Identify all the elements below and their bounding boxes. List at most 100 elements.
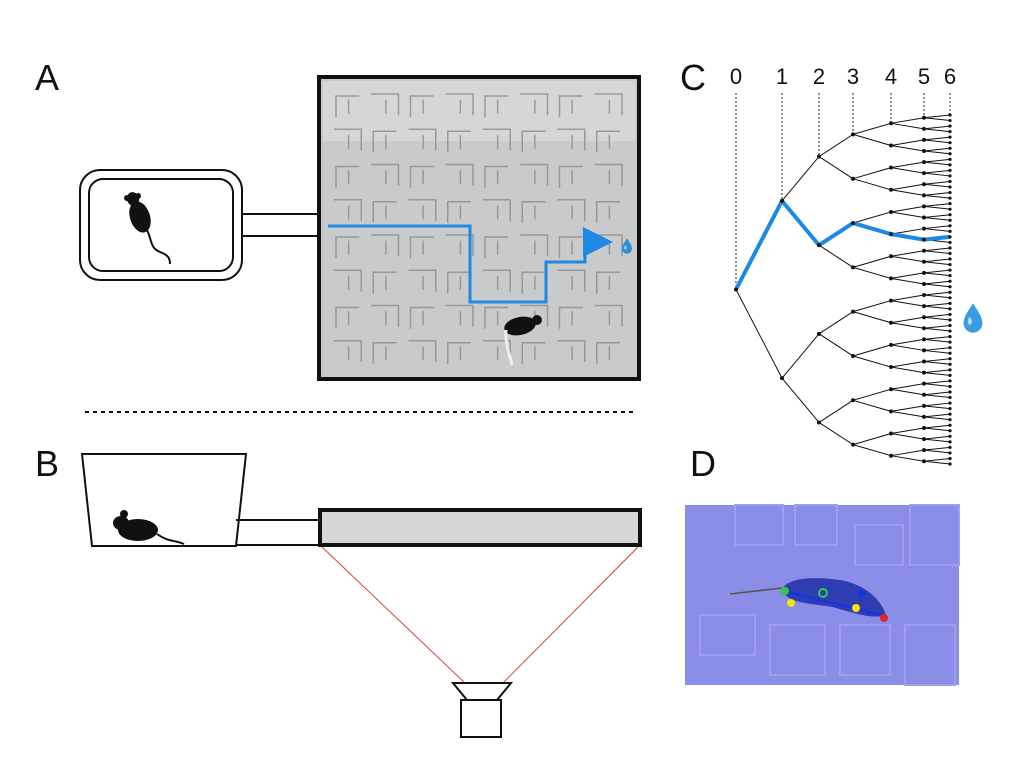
mouse-in-maze bbox=[504, 315, 542, 366]
tree-node bbox=[948, 240, 952, 245]
tree-edge bbox=[890, 388, 925, 396]
tree-edge bbox=[818, 244, 854, 268]
tree-edge bbox=[852, 311, 892, 324]
tree-node bbox=[922, 381, 926, 386]
tree-node bbox=[948, 190, 952, 195]
tree-node bbox=[948, 185, 952, 189]
tree-node bbox=[948, 401, 952, 405]
tree-node bbox=[948, 373, 952, 377]
tree-edge bbox=[852, 399, 892, 412]
tree-node bbox=[948, 179, 952, 184]
tree-node bbox=[922, 403, 926, 408]
tree-edge bbox=[923, 294, 951, 299]
tree-edge bbox=[923, 361, 951, 365]
tree-edge bbox=[923, 214, 951, 218]
tree-node bbox=[948, 296, 952, 300]
mouse-side-silhouette-icon bbox=[113, 510, 185, 545]
panel-a bbox=[79, 75, 641, 381]
tree-edge bbox=[923, 316, 951, 321]
tree-edge bbox=[923, 327, 951, 332]
tree-edge bbox=[923, 136, 951, 141]
tree-edge bbox=[818, 133, 854, 157]
camera-icon bbox=[450, 682, 514, 738]
tree-node bbox=[922, 182, 926, 187]
tree-node bbox=[948, 174, 952, 178]
tree-node bbox=[922, 237, 926, 242]
tree-level-label-4: 4 bbox=[885, 64, 897, 89]
tree-node bbox=[922, 326, 926, 331]
tree-node bbox=[922, 414, 926, 419]
tree-node bbox=[948, 451, 952, 455]
tree-node bbox=[922, 304, 926, 309]
tree-node bbox=[851, 398, 855, 403]
tree-edge bbox=[923, 380, 951, 385]
tree-node bbox=[948, 407, 952, 411]
tree-edge bbox=[890, 205, 925, 213]
tree-edge bbox=[890, 117, 925, 124]
tree-node bbox=[948, 113, 952, 117]
keypoint-yellow-2 bbox=[852, 604, 860, 612]
maze-tray bbox=[318, 508, 642, 547]
tree-edge bbox=[890, 277, 925, 285]
tree-node bbox=[948, 279, 952, 283]
tree-node bbox=[780, 376, 784, 381]
tree-node bbox=[948, 462, 952, 466]
tree-edge bbox=[923, 180, 951, 185]
tree-node bbox=[948, 257, 952, 261]
tree-highlight-path bbox=[734, 198, 951, 291]
tree-node bbox=[948, 307, 952, 311]
tree-edge bbox=[781, 377, 820, 423]
tree-edge bbox=[781, 156, 820, 202]
tree-node bbox=[851, 265, 855, 270]
tree-node bbox=[817, 243, 821, 248]
tree-node bbox=[948, 224, 952, 228]
tree-node bbox=[948, 312, 952, 317]
tree-edge bbox=[923, 225, 951, 230]
tree-node bbox=[922, 448, 926, 453]
tree-edge bbox=[923, 117, 951, 122]
tree-edge bbox=[923, 413, 951, 418]
tree-node bbox=[948, 456, 952, 461]
tree-node bbox=[948, 207, 952, 211]
tree-edge bbox=[923, 302, 951, 307]
panel-label-a: A bbox=[35, 57, 60, 98]
tree-node bbox=[948, 163, 952, 167]
tree-level-label-3: 3 bbox=[847, 64, 859, 89]
tree-node bbox=[948, 379, 952, 383]
panel-label-c: C bbox=[680, 57, 706, 98]
tree-node bbox=[948, 130, 952, 134]
tree-edge bbox=[852, 388, 892, 401]
tree-edge bbox=[923, 435, 951, 440]
tree-node bbox=[948, 262, 952, 267]
tree-edge bbox=[890, 161, 925, 169]
tree-node bbox=[889, 165, 893, 170]
tree-edge bbox=[852, 211, 892, 224]
tree-node bbox=[922, 204, 926, 209]
tree-node bbox=[889, 320, 893, 325]
tree-edge bbox=[923, 147, 951, 152]
tree-edge bbox=[923, 272, 951, 277]
water-drop-icon bbox=[963, 303, 983, 333]
tree-edge bbox=[818, 422, 854, 446]
tree-edge bbox=[781, 333, 820, 379]
tree-node bbox=[948, 285, 952, 289]
tree-node bbox=[948, 141, 952, 145]
tree-node bbox=[889, 209, 893, 214]
entry-corridor bbox=[242, 213, 320, 237]
tree-level-label-0: 0 bbox=[730, 64, 742, 89]
tree-node bbox=[922, 359, 926, 364]
tree-edge bbox=[923, 247, 951, 252]
tree-node bbox=[948, 395, 952, 400]
tree-node bbox=[851, 221, 855, 226]
tree-node bbox=[948, 384, 952, 389]
tree-edge bbox=[923, 169, 951, 174]
tree-edge bbox=[890, 250, 925, 257]
tree-edge bbox=[923, 125, 951, 130]
tree-edge bbox=[923, 194, 951, 199]
panel-label-b: B bbox=[35, 443, 60, 484]
tree-edge bbox=[890, 344, 925, 351]
tree-edge bbox=[890, 183, 925, 191]
tree-node bbox=[948, 274, 952, 278]
tree-edge bbox=[923, 449, 951, 454]
